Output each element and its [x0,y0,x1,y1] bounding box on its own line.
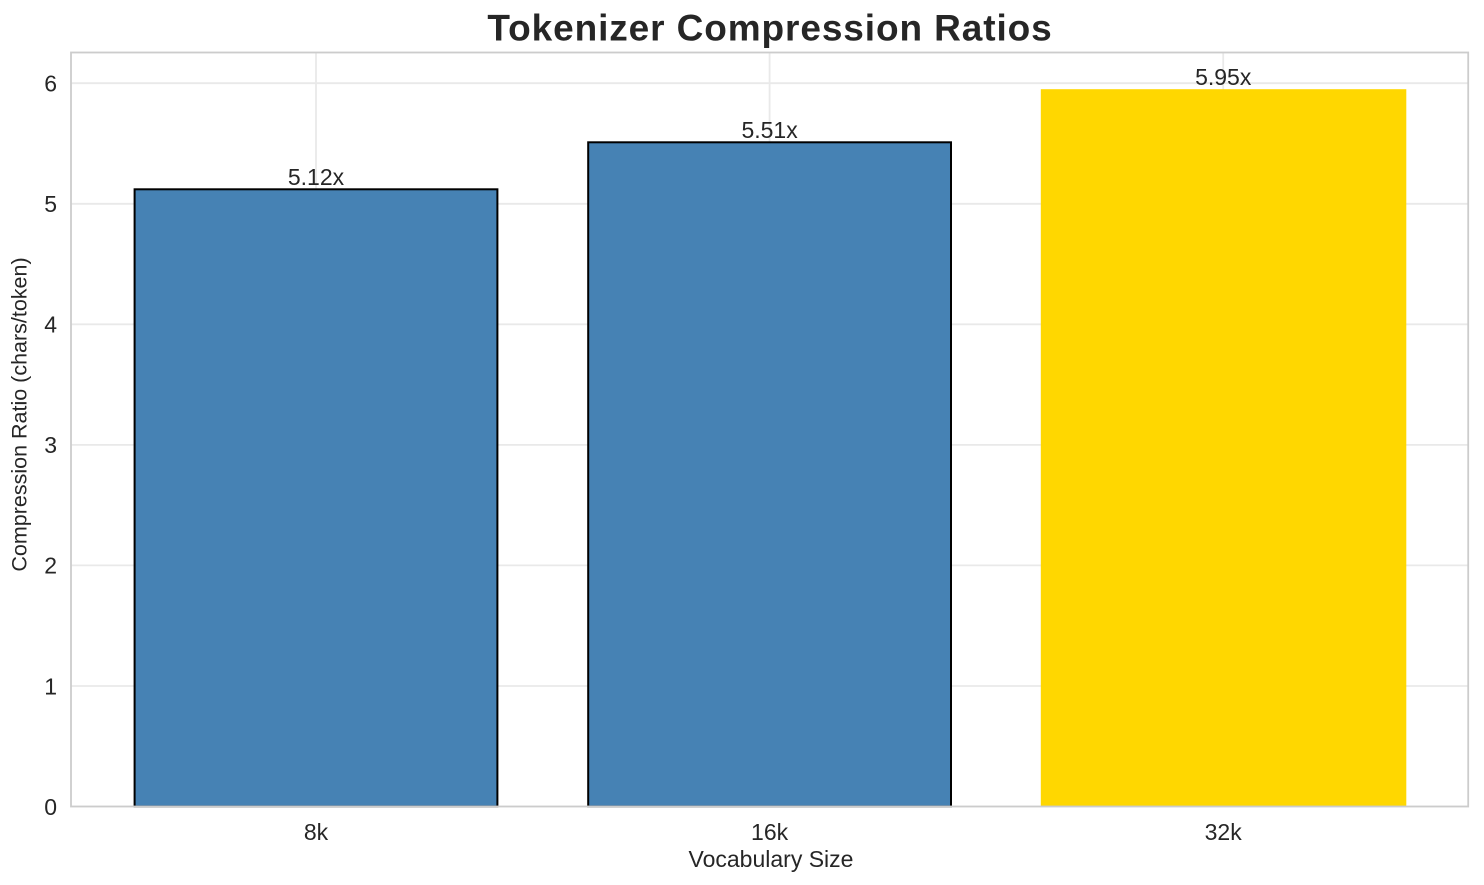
svg-text:Compression Ratio (chars/token: Compression Ratio (chars/token) [8,257,32,571]
svg-text:8k: 8k [304,819,329,845]
svg-text:3: 3 [44,432,57,458]
svg-text:0: 0 [44,794,57,820]
svg-text:1: 1 [44,673,57,699]
svg-text:6: 6 [44,71,57,97]
svg-text:Tokenizer Compression Ratios: Tokenizer Compression Ratios [487,7,1052,48]
svg-text:Vocabulary Size: Vocabulary Size [689,846,854,872]
svg-text:5.12x: 5.12x [288,164,345,190]
svg-text:16k: 16k [751,819,789,845]
svg-text:32k: 32k [1205,819,1243,845]
svg-text:5.95x: 5.95x [1195,64,1252,90]
svg-text:5.51x: 5.51x [741,117,798,143]
svg-text:2: 2 [44,553,57,579]
svg-text:4: 4 [44,312,57,338]
svg-text:5: 5 [44,191,57,217]
